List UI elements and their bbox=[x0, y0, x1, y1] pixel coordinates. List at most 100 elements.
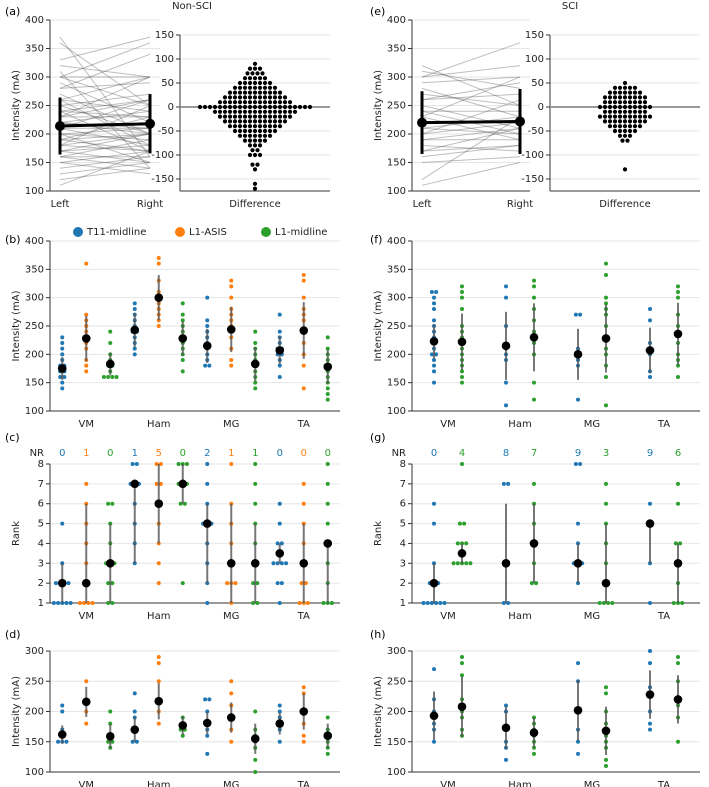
difference-point bbox=[622, 100, 628, 105]
difference-point bbox=[632, 104, 638, 110]
data-point-t11 bbox=[205, 324, 210, 328]
difference-point bbox=[227, 100, 233, 105]
difference-point bbox=[247, 128, 253, 134]
data-point-l1mid bbox=[604, 261, 608, 266]
data-point-t11 bbox=[504, 703, 508, 708]
center-point-l1mid bbox=[457, 549, 467, 558]
panel-e-diff-ytick-label: -50 bbox=[528, 126, 544, 137]
difference-point bbox=[252, 95, 258, 100]
legend-marker bbox=[261, 227, 271, 237]
data-point-t11 bbox=[51, 601, 56, 605]
nr-count-l1asis: 0 bbox=[301, 448, 307, 459]
data-point-t11 bbox=[130, 462, 135, 466]
center-point-l1asis bbox=[81, 697, 91, 707]
data-point-l1mid bbox=[676, 284, 680, 289]
data-point-l1asis bbox=[84, 679, 89, 684]
nr-count-t11: 0 bbox=[431, 448, 437, 459]
x-tick-label: TA bbox=[657, 419, 670, 430]
data-point-l1asis bbox=[301, 733, 306, 738]
data-point-t11 bbox=[277, 363, 282, 368]
data-point-l1mid bbox=[253, 386, 258, 391]
paired-line bbox=[59, 156, 151, 169]
data-point-t11 bbox=[504, 757, 508, 762]
difference-point bbox=[632, 100, 638, 105]
data-point-t11 bbox=[132, 307, 137, 311]
difference-point bbox=[627, 109, 633, 114]
panel-d-ytick-label: 150 bbox=[25, 737, 44, 748]
difference-point bbox=[617, 124, 623, 129]
panel-label-c: (c) bbox=[5, 431, 20, 444]
difference-point bbox=[262, 128, 268, 134]
difference-point bbox=[612, 114, 618, 119]
paired-line bbox=[421, 116, 521, 181]
paired-line bbox=[59, 42, 151, 78]
data-point-l1mid bbox=[457, 521, 462, 526]
data-point-l1mid bbox=[462, 521, 467, 526]
difference-point bbox=[257, 100, 263, 105]
difference-point bbox=[252, 152, 258, 158]
center-point-l1mid bbox=[323, 362, 333, 372]
center-point-t11 bbox=[130, 725, 140, 734]
data-point-l1mid bbox=[460, 673, 464, 678]
panel-label-a: (a) bbox=[5, 5, 20, 18]
data-point-l1mid bbox=[325, 462, 330, 466]
data-point-l1asis bbox=[84, 369, 89, 374]
difference-point bbox=[267, 90, 273, 95]
difference-point bbox=[252, 181, 258, 186]
paired-line bbox=[421, 156, 521, 163]
data-point-l1mid bbox=[180, 301, 185, 306]
data-point-t11 bbox=[648, 501, 652, 506]
difference-point bbox=[607, 124, 613, 129]
paired-line bbox=[59, 36, 151, 158]
data-point-t11 bbox=[132, 352, 137, 357]
difference-point bbox=[250, 148, 255, 153]
difference-point bbox=[257, 104, 263, 110]
data-point-t11 bbox=[62, 375, 67, 379]
data-point-t11 bbox=[60, 346, 65, 351]
data-point-l1asis bbox=[301, 295, 306, 300]
data-point-t11 bbox=[506, 481, 511, 486]
data-point-t11 bbox=[421, 601, 426, 605]
data-point-l1mid bbox=[534, 581, 539, 586]
difference-point bbox=[232, 128, 238, 134]
panel-label-b: (b) bbox=[5, 233, 21, 246]
difference-point bbox=[617, 128, 623, 134]
difference-point bbox=[272, 128, 278, 134]
panel-g-ytick-label: 7 bbox=[400, 479, 406, 490]
paired-line bbox=[59, 144, 151, 152]
center-point-t11 bbox=[501, 558, 511, 568]
difference-point bbox=[257, 138, 263, 143]
center-point-l1asis bbox=[81, 334, 91, 343]
data-point-t11 bbox=[504, 380, 508, 385]
data-point-l1mid bbox=[529, 581, 534, 586]
panel-b-ytick-label: 250 bbox=[25, 321, 44, 332]
nr-count-l1mid: 7 bbox=[531, 448, 537, 459]
center-point-t11 bbox=[573, 350, 583, 359]
nr-count-l1asis: 5 bbox=[156, 448, 162, 459]
data-point-t11 bbox=[432, 501, 436, 506]
difference-point bbox=[242, 90, 248, 95]
difference-point bbox=[242, 95, 248, 100]
data-point-l1mid bbox=[604, 375, 608, 379]
difference-point bbox=[237, 100, 243, 105]
difference-point bbox=[247, 100, 253, 105]
data-point-l1mid bbox=[253, 770, 258, 774]
data-point-l1mid bbox=[464, 541, 469, 546]
data-point-t11 bbox=[442, 601, 447, 605]
difference-point bbox=[237, 124, 243, 129]
panel-g-ylabel: Rank bbox=[373, 521, 384, 546]
data-point-l1mid bbox=[184, 462, 189, 466]
data-point-t11 bbox=[205, 481, 210, 486]
data-point-l1mid bbox=[680, 601, 685, 605]
panel-g-ytick-label: 2 bbox=[400, 578, 406, 589]
difference-point bbox=[227, 124, 233, 129]
data-point-t11 bbox=[432, 369, 436, 374]
data-point-l1asis bbox=[84, 721, 89, 726]
difference-point bbox=[217, 109, 223, 114]
paired-line bbox=[59, 127, 151, 146]
data-point-l1mid bbox=[110, 501, 115, 506]
chart-title: Non-SCI bbox=[172, 1, 212, 12]
data-point-l1asis bbox=[84, 363, 89, 368]
data-point-t11 bbox=[277, 703, 282, 708]
difference-point bbox=[257, 95, 263, 100]
